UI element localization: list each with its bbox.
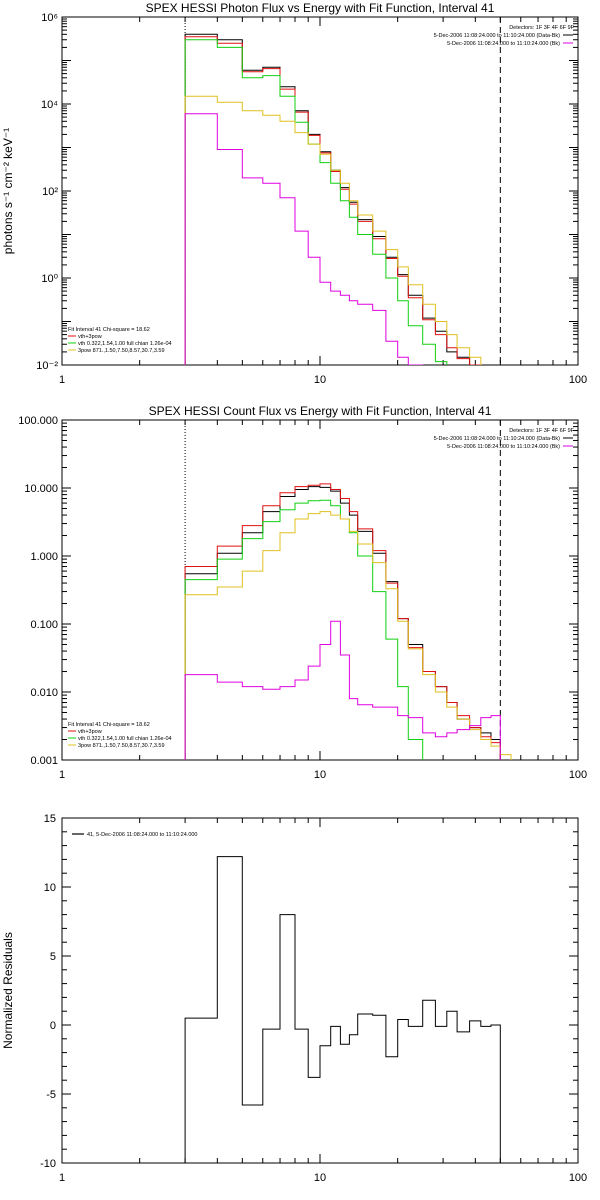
x-tick-label: 10 [314, 1172, 326, 1184]
series-vth-3pow-histogram [184, 36, 482, 365]
legend-entry: 41, 5-Dec-2006 11:08:24.000 to 11:10:24.… [87, 832, 198, 838]
legend-left-entry: 3pow 871.,1.50,7.50,8.57,30.7,3.59 [78, 348, 165, 354]
x-tick-label: 1 [59, 769, 65, 781]
series-3pow-histogram [184, 511, 512, 760]
y-tick-label: 1.000 [30, 551, 58, 563]
x-tick-label: 100 [569, 1172, 587, 1184]
legend-left-entry: 3pow 871.,1.50,7.50,8.57,30.7,3.59 [78, 743, 165, 749]
x-tick-label: 1 [59, 374, 65, 386]
legend-right-entry: 5-Dec-2006 11:08:24.000 to 11:10:24.000 … [434, 33, 561, 39]
y-axis-label: photons s⁻¹ cm⁻² keV⁻¹ [1, 128, 15, 254]
chart-title: SPEX HESSI Count Flux vs Energy with Fit… [149, 404, 492, 418]
series-vth-histogram [184, 499, 424, 760]
y-axis-label: Normalized Residuals [1, 932, 15, 1049]
series-bk-histogram [184, 620, 501, 760]
y-tick-label: 10⁴ [41, 99, 58, 111]
y-tick-label: 5 [50, 951, 56, 963]
legend-left-entry: Fit Interval 41 Chi-square = 18.62 [68, 722, 150, 728]
y-tick-label: 10² [42, 186, 58, 198]
x-tick-label: 10 [314, 374, 326, 386]
series-41-histogram [184, 856, 501, 1163]
y-tick-label: 0.001 [30, 755, 58, 767]
series-data-histogram [184, 33, 482, 365]
y-tick-label: -10 [40, 1158, 56, 1170]
series-data-histogram [184, 486, 501, 760]
detectors-label: Detectors: 1F 3F 4F 6F 9F [509, 25, 574, 31]
series-vth-histogram [184, 39, 448, 365]
x-tick-label: 100 [569, 374, 587, 386]
series-vth-3pow-histogram [184, 483, 501, 760]
legend-left-entry: vth 0.322,1.54,1.00 full chian 1.26e-04 [78, 341, 172, 347]
x-tick-label: 1 [59, 1172, 65, 1184]
legend-right-entry: 5-Dec-2006 11:08:24.000 to 11:10:24.000 … [434, 436, 561, 442]
y-tick-label: 10.000 [24, 483, 58, 495]
y-tick-label: 10⁰ [41, 273, 58, 285]
legend-right-entry: 5-Dec-2006 11:08:24.000 to 11:10:24.000 … [447, 41, 560, 47]
y-tick-label: 10⁻² [36, 360, 58, 372]
y-tick-label: 0.100 [30, 619, 58, 631]
y-tick-label: 10⁶ [41, 12, 58, 24]
y-tick-label: 0 [50, 1020, 56, 1032]
chart-title: SPEX HESSI Photon Flux vs Energy with Fi… [146, 1, 495, 15]
y-tick-label: 15 [44, 813, 56, 825]
legend-left-entry: vth+3pow [78, 334, 102, 340]
series-bk-histogram [184, 113, 424, 365]
y-tick-label: 10 [44, 882, 56, 894]
legend-left-entry: vth+3pow [78, 729, 102, 735]
legend-left-entry: vth 0.322,1.54,1.00 full chian 1.26e-04 [78, 736, 172, 742]
y-tick-label: 0.010 [30, 687, 58, 699]
series-3pow-histogram [184, 95, 482, 365]
y-tick-label: -5 [46, 1089, 56, 1101]
detectors-label: Detectors: 1F 3F 4F 6F 9F [509, 428, 574, 434]
x-tick-label: 100 [569, 769, 587, 781]
legend-left-entry: Fit Interval 41 Chi-square = 18.62 [68, 327, 150, 333]
y-tick-label: 100.000 [18, 415, 58, 427]
x-tick-label: 10 [314, 769, 326, 781]
legend-right-entry: 5-Dec-2006 11:08:24.000 to 11:10:24.000 … [447, 444, 560, 450]
